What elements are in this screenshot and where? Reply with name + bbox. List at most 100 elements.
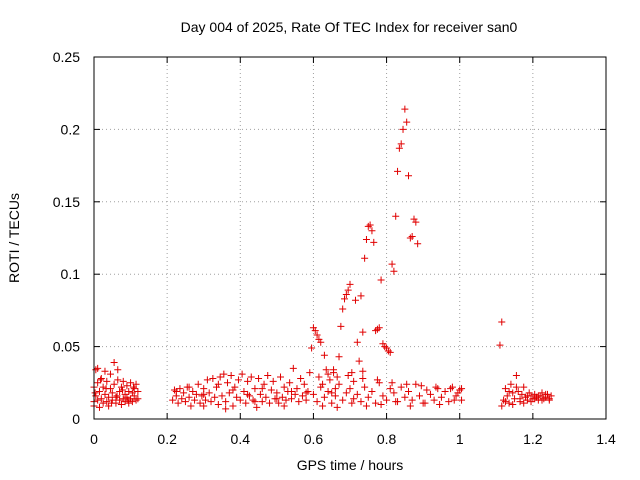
- data-point: [375, 379, 383, 387]
- data-point: [319, 380, 327, 388]
- data-point: [108, 389, 116, 397]
- x-tick-label: 0.4: [231, 431, 251, 447]
- tick-marks: [93, 56, 607, 420]
- data-point: [124, 396, 132, 404]
- data-point: [123, 393, 131, 401]
- data-point: [501, 398, 509, 406]
- data-point: [545, 395, 553, 403]
- data-point: [295, 398, 303, 406]
- data-point: [125, 387, 133, 395]
- data-point: [130, 392, 138, 400]
- data-point: [236, 396, 244, 404]
- data-point: [110, 380, 118, 388]
- data-point: [91, 389, 99, 397]
- data-point: [344, 286, 352, 294]
- grid-lines: [94, 57, 606, 419]
- data-point: [101, 367, 109, 375]
- x-axis-label: GPS time / hours: [297, 457, 404, 473]
- data-point: [331, 392, 339, 400]
- data-point: [527, 398, 535, 406]
- data-point: [130, 385, 138, 393]
- data-point: [125, 399, 133, 407]
- data-point: [128, 398, 136, 406]
- data-point: [373, 325, 381, 333]
- data-point: [399, 125, 407, 133]
- data-point: [353, 390, 361, 398]
- data-point: [337, 322, 345, 330]
- data-point: [401, 393, 409, 401]
- data-point: [408, 233, 416, 241]
- data-point: [255, 374, 263, 382]
- data-point: [412, 380, 420, 388]
- data-point: [116, 387, 124, 395]
- data-point: [113, 392, 121, 400]
- data-point: [370, 238, 378, 246]
- data-point: [174, 399, 182, 407]
- data-point: [308, 344, 316, 352]
- data-point: [317, 383, 325, 391]
- data-point: [458, 385, 466, 393]
- data-point: [192, 390, 200, 398]
- data-point: [350, 395, 358, 403]
- data-point: [452, 392, 460, 400]
- data-point: [211, 393, 219, 401]
- data-point: [213, 383, 221, 391]
- data-point: [172, 387, 180, 395]
- x-tick-labels: 0 0.2 0.4 0.6 0.8 1 1.2 1.4: [90, 431, 616, 447]
- data-point: [222, 405, 230, 413]
- y-tick-labels: 0 0.05 0.1 0.15 0.2 0.25: [53, 49, 80, 427]
- data-point: [533, 393, 541, 401]
- data-point: [256, 390, 264, 398]
- data-point: [97, 374, 105, 382]
- data-point: [344, 372, 352, 380]
- x-tick-label: 1.2: [523, 431, 543, 447]
- data-point: [114, 376, 122, 384]
- data-point: [105, 402, 113, 410]
- data-point: [362, 402, 370, 410]
- data-point: [181, 398, 189, 406]
- data-point: [216, 373, 224, 381]
- data-point: [405, 172, 413, 180]
- data-point: [94, 396, 102, 404]
- data-point: [105, 393, 113, 401]
- data-point: [309, 324, 317, 332]
- data-point: [251, 398, 259, 406]
- data-point: [381, 343, 389, 351]
- data-point: [102, 385, 110, 393]
- data-point: [313, 398, 321, 406]
- data-point: [278, 393, 286, 401]
- data-point: [260, 380, 268, 388]
- data-point: [240, 387, 248, 395]
- data-point: [304, 387, 312, 395]
- y-tick-label: 0.2: [61, 121, 81, 137]
- data-point: [445, 398, 453, 406]
- data-point: [223, 379, 231, 387]
- data-point: [359, 374, 367, 382]
- data-point: [245, 392, 253, 400]
- data-point: [119, 377, 127, 385]
- data-point: [346, 385, 354, 393]
- data-point: [348, 399, 356, 407]
- data-point: [392, 398, 400, 406]
- data-point: [287, 395, 295, 403]
- data-point: [503, 392, 511, 400]
- data-point: [498, 402, 506, 410]
- data-point: [547, 392, 555, 400]
- data-point: [200, 402, 208, 410]
- data-point: [103, 398, 111, 406]
- data-point: [114, 366, 122, 374]
- data-point: [450, 396, 458, 404]
- data-point: [412, 218, 420, 226]
- data-point: [434, 385, 442, 393]
- data-point: [203, 376, 211, 384]
- data-point: [322, 366, 330, 374]
- data-point: [421, 399, 429, 407]
- data-point: [106, 370, 114, 378]
- plot-frame: [93, 56, 607, 420]
- data-point: [403, 118, 411, 126]
- data-point: [128, 389, 136, 397]
- data-point: [520, 383, 528, 391]
- y-tick-label: 0.15: [53, 194, 80, 210]
- data-point: [194, 380, 202, 388]
- data-point: [297, 374, 305, 382]
